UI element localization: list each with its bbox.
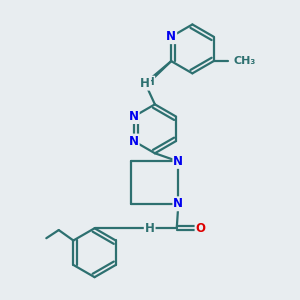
Text: O: O [196, 222, 206, 235]
Text: N: N [129, 110, 139, 123]
Text: N: N [173, 155, 183, 168]
Text: N: N [129, 134, 139, 148]
Text: H: H [146, 76, 154, 86]
Text: H: H [140, 77, 150, 90]
Text: N: N [173, 197, 183, 210]
Text: H: H [145, 222, 154, 235]
Text: CH₃: CH₃ [233, 56, 255, 66]
Text: N: N [166, 30, 176, 43]
